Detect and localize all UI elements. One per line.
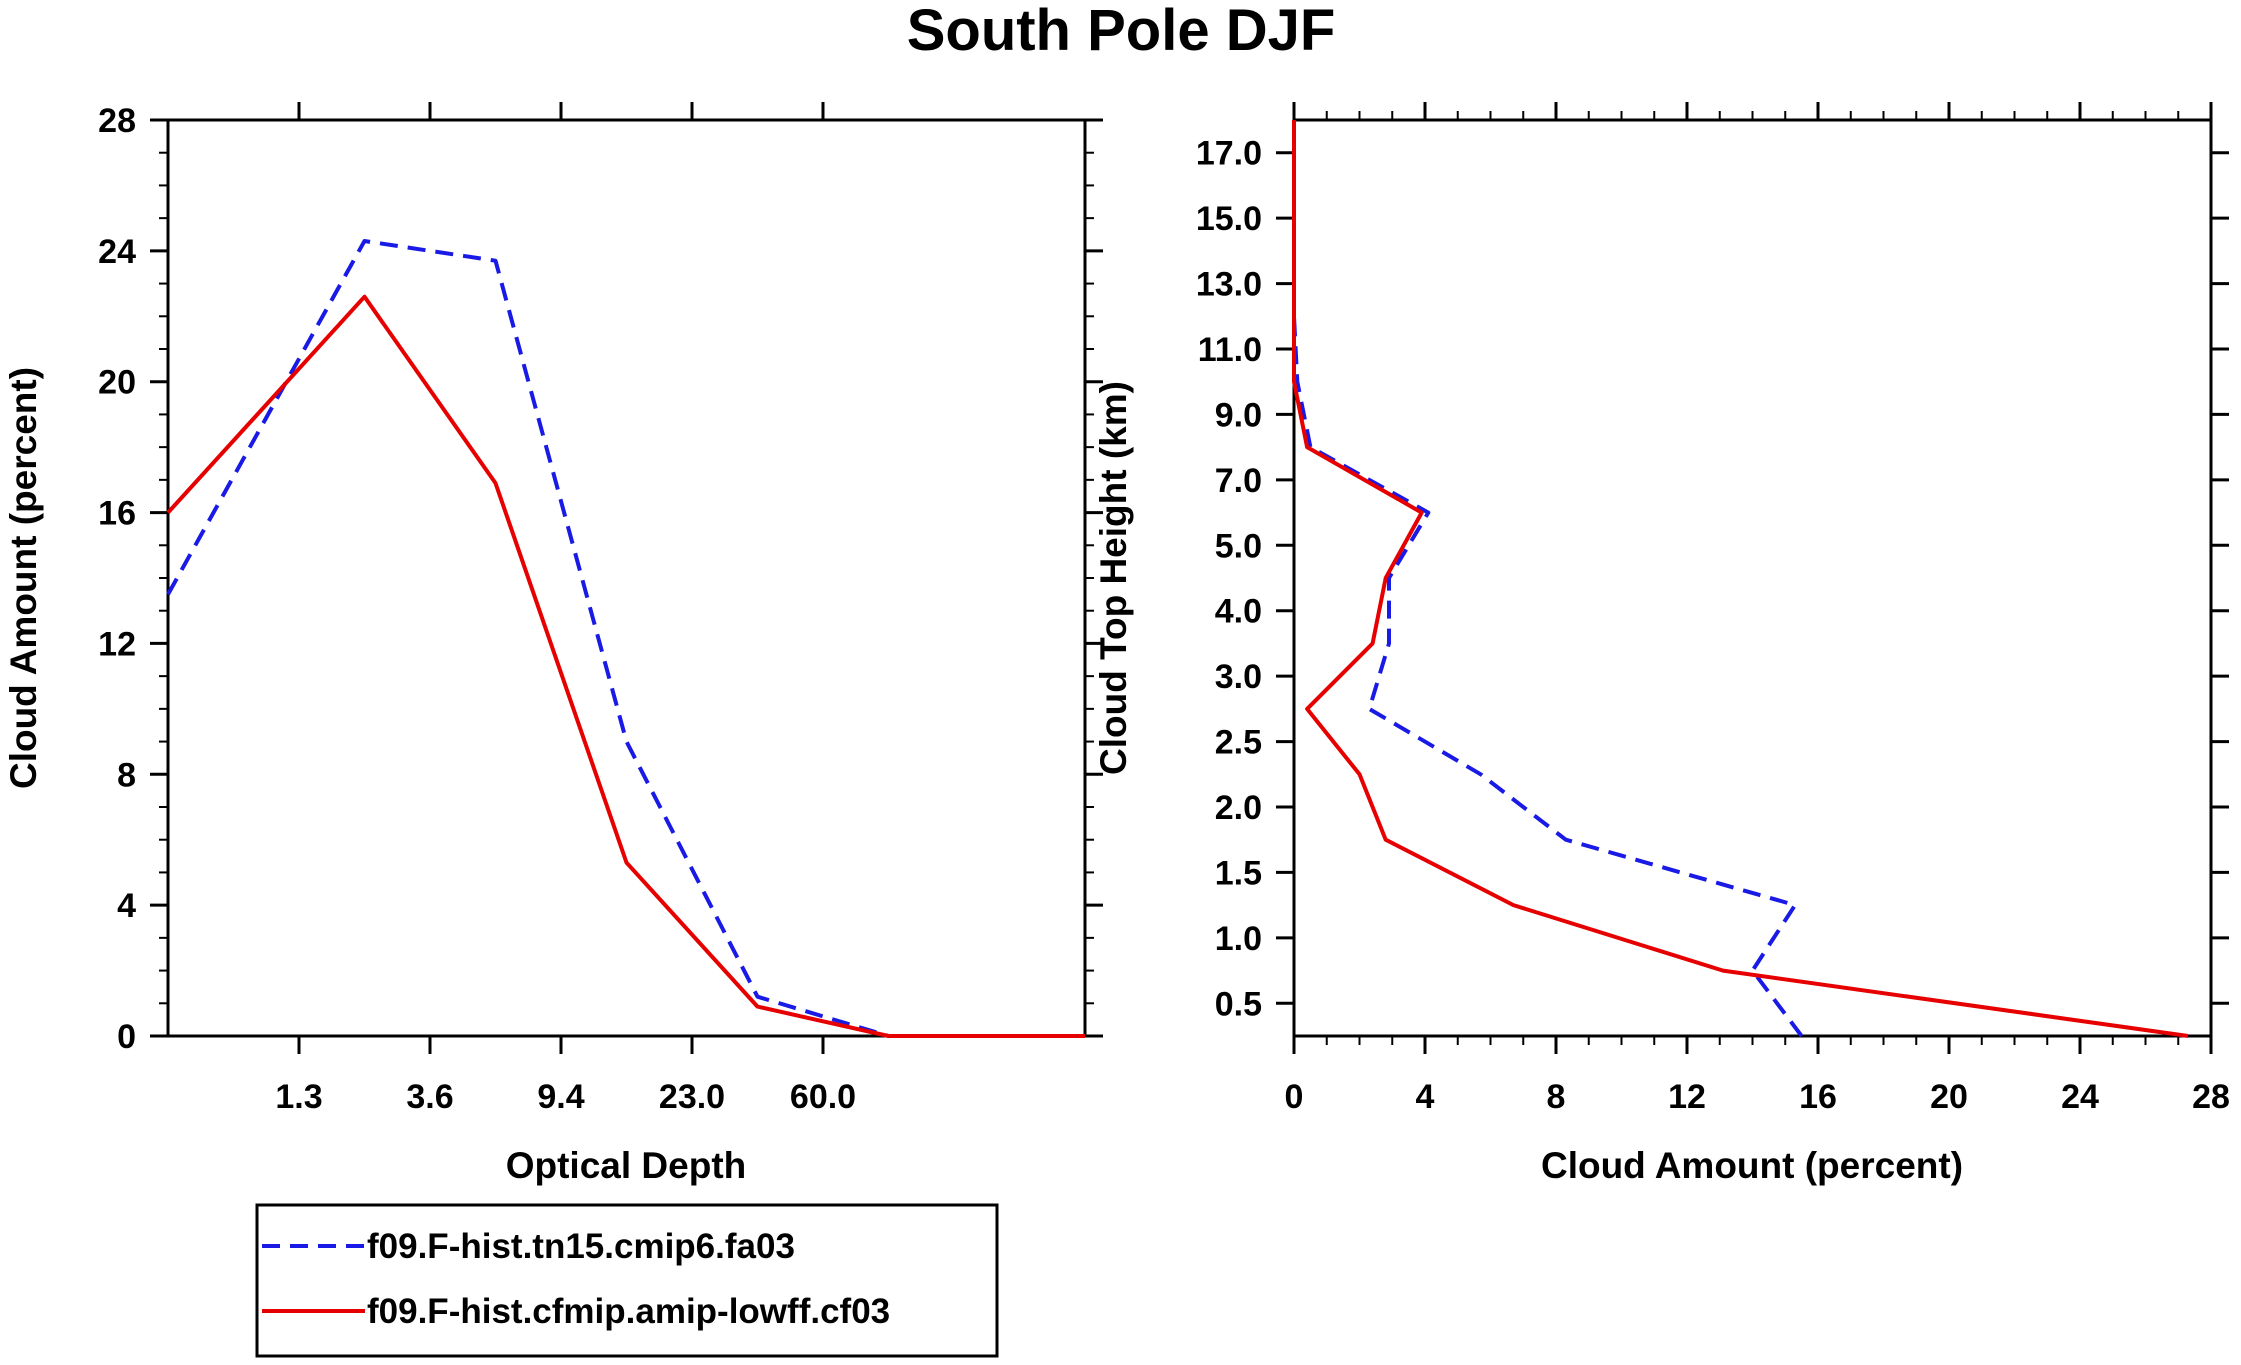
right-series-line-red (1292, 120, 2189, 1038)
left-y-tick-label: 0 (117, 1018, 136, 1056)
right-series-group (1292, 120, 2189, 1038)
right-y-tick-label: 3.0 (1215, 658, 1262, 696)
right-x-axis-label: Cloud Amount (percent) (1541, 1145, 1963, 1186)
right-y-tick-label: 1.0 (1215, 920, 1262, 958)
left-series-group (166, 239, 1085, 1038)
right-series-line-blue (1292, 120, 1804, 1038)
right-y-tick-label: 2.0 (1215, 789, 1262, 827)
right-x-tick-label: 24 (2061, 1078, 2099, 1116)
legend-entry-red: f09.F-hist.cfmip.amip-lowff.cf03 (367, 1292, 890, 1331)
left-y-tick-label: 4 (117, 887, 136, 925)
legend: f09.F-hist.tn15.cmip6.fa03 f09.F-hist.cf… (255, 1203, 999, 1358)
left-y-tick-label: 16 (98, 495, 136, 533)
cloud-top-height-panel: 0 4 8 12 16 20 24 28 0.5 1.0 1.5 2.0 2.5 3.0 4.0 5.0 7.0… (1093, 102, 2230, 1186)
left-x-tick-label: 60.0 (790, 1078, 856, 1116)
right-x-tick-label: 0 (1285, 1078, 1304, 1116)
right-y-tick-label: 17.0 (1196, 135, 1262, 173)
right-x-tick-label: 20 (1930, 1078, 1968, 1116)
left-axis-ticks: 0 4 8 12 16 20 24 28 1.3 3.6 9.4 23.0 60.0 (98, 102, 1103, 1116)
left-y-tick-label: 8 (117, 756, 136, 794)
right-x-tick-label: 16 (1799, 1078, 1837, 1116)
right-axis-ticks: 0 4 8 12 16 20 24 28 0.5 1.0 1.5 2.0 2.5 3.0 4.0 5.0 7.0… (1196, 102, 2230, 1116)
left-y-axis-label: Cloud Amount (percent) (3, 367, 44, 789)
right-y-tick-label: 11.0 (1198, 331, 1262, 369)
right-y-tick-label: 13.0 (1196, 266, 1262, 304)
right-plot-frame (1292, 118, 2213, 1038)
right-x-tick-label: 8 (1547, 1078, 1566, 1116)
right-y-tick-label: 9.0 (1215, 396, 1262, 434)
left-y-tick-label: 24 (98, 233, 136, 271)
right-y-tick-label: 4.0 (1215, 593, 1262, 631)
left-x-tick-label: 3.6 (406, 1078, 453, 1116)
right-y-tick-label: 1.5 (1215, 854, 1262, 892)
right-y-tick-label: 2.5 (1215, 724, 1262, 762)
right-x-tick-label: 12 (1668, 1078, 1706, 1116)
right-y-tick-label: 15.0 (1196, 200, 1262, 238)
left-x-tick-label: 9.4 (537, 1078, 584, 1116)
right-x-tick-label: 28 (2192, 1078, 2230, 1116)
left-y-tick-label: 28 (98, 102, 136, 140)
right-y-tick-label: 7.0 (1215, 462, 1262, 500)
legend-entry-blue: f09.F-hist.tn15.cmip6.fa03 (367, 1227, 795, 1266)
left-plot-frame (166, 118, 1087, 1038)
left-y-tick-label: 20 (98, 364, 136, 402)
left-y-tick-label: 12 (98, 625, 136, 663)
left-x-tick-label: 23.0 (659, 1078, 725, 1116)
left-x-axis-label: Optical Depth (506, 1145, 747, 1186)
right-y-tick-label: 0.5 (1215, 985, 1262, 1023)
left-series-line-red (166, 294, 1085, 1038)
right-y-axis-label: Cloud Top Height (km) (1093, 381, 1134, 775)
legend-box (255, 1203, 999, 1358)
right-x-tick-label: 4 (1416, 1078, 1435, 1116)
optical-depth-panel: 0 4 8 12 16 20 24 28 1.3 3.6 9.4 23.0 60.0 Optical D… (3, 102, 1103, 1186)
left-x-tick-label: 1.3 (275, 1078, 322, 1116)
chart-title: South Pole DJF (907, 0, 1336, 63)
right-y-tick-label: 5.0 (1215, 527, 1262, 565)
